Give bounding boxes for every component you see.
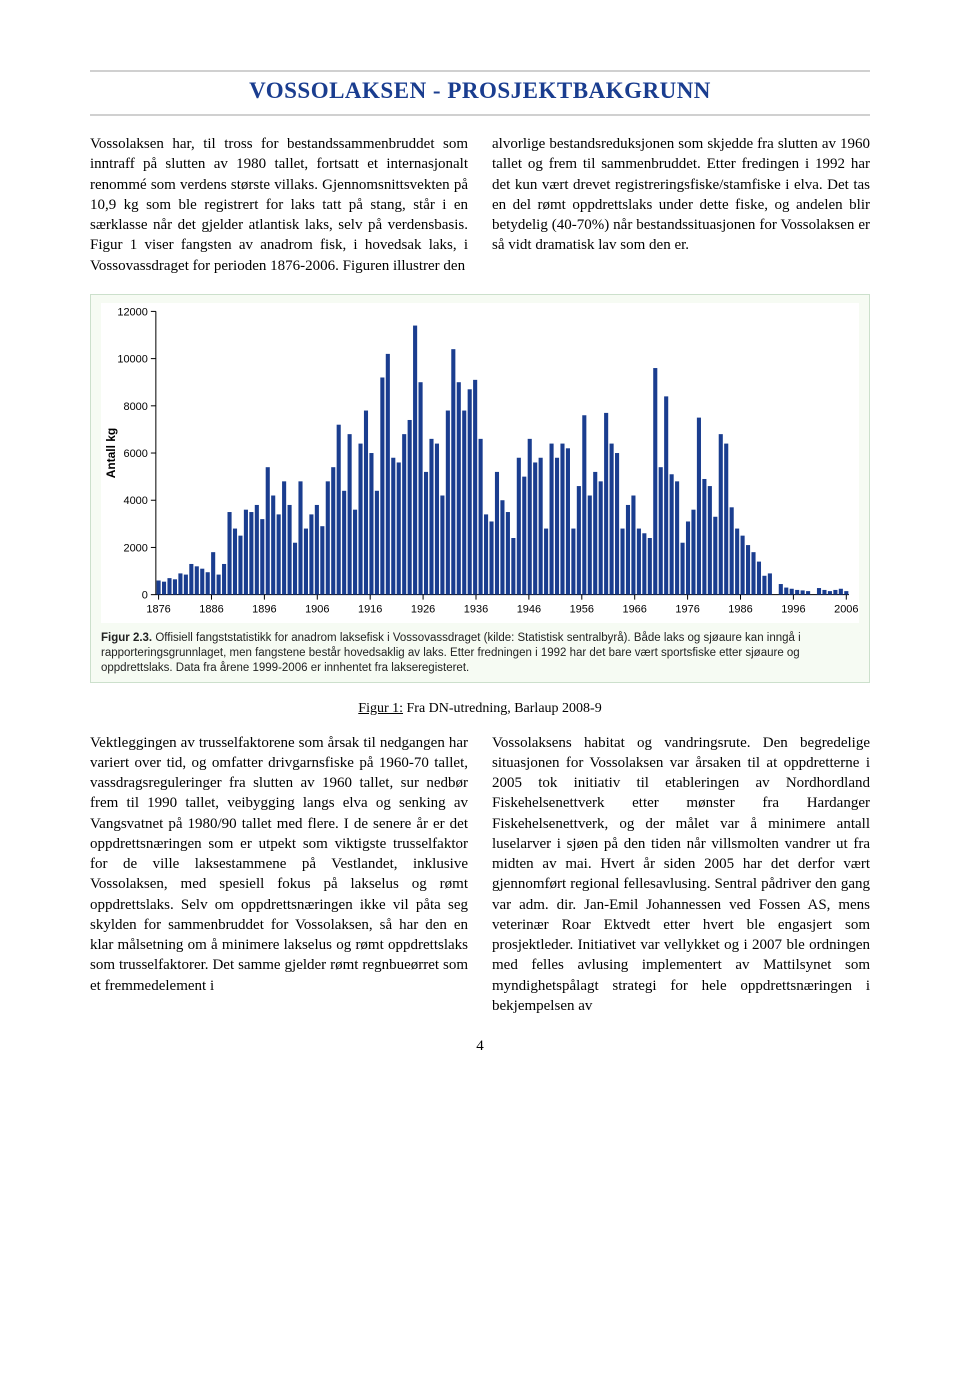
bar-chart: 0 2000 4000 6000 8000 10000 12000 Antall kg 1876…	[101, 303, 859, 623]
intro-left: Vossolaksen har, til tross for bestandss…	[90, 134, 468, 276]
svg-text:4000: 4000	[123, 495, 147, 507]
svg-text:1956: 1956	[570, 603, 594, 615]
svg-text:2006: 2006	[834, 603, 858, 615]
chart-area: 0 2000 4000 6000 8000 10000 12000 Antall kg 1876…	[101, 303, 859, 623]
page-number: 4	[90, 1038, 870, 1055]
svg-text:1906: 1906	[305, 603, 329, 615]
figref-label: Figur 1:	[358, 701, 403, 716]
svg-text:0: 0	[142, 589, 148, 601]
body-columns: Vektleggingen av trusselfaktorene som år…	[90, 733, 870, 1017]
svg-text:8000: 8000	[123, 401, 147, 413]
figure-reference: Figur 1: Fra DN-utredning, Barlaup 2008-…	[90, 701, 870, 717]
intro-columns: Vossolaksen har, til tross for bestandss…	[90, 134, 870, 276]
svg-text:2000: 2000	[123, 542, 147, 554]
svg-text:1976: 1976	[675, 603, 699, 615]
chart-figure-box: 0 2000 4000 6000 8000 10000 12000 Antall kg 1876…	[90, 294, 870, 683]
svg-text:12000: 12000	[117, 306, 148, 318]
svg-text:10000: 10000	[117, 353, 148, 365]
body-left: Vektleggingen av trusselfaktorene som år…	[90, 733, 468, 1017]
chart-caption-label: Figur 2.3.	[101, 632, 152, 644]
svg-text:1916: 1916	[358, 603, 382, 615]
svg-text:1876: 1876	[146, 603, 170, 615]
svg-text:1926: 1926	[411, 603, 435, 615]
svg-text:1886: 1886	[199, 603, 223, 615]
svg-text:1986: 1986	[728, 603, 752, 615]
intro-right: alvorlige bestandsreduksjonen som skjedd…	[492, 134, 870, 276]
svg-text:1946: 1946	[517, 603, 541, 615]
title-banner: VOSSOLAKSEN - PROSJEKTBAKGRUNN	[90, 70, 870, 116]
chart-caption: Figur 2.3. Offisiell fangststatistikk fo…	[101, 631, 859, 676]
svg-text:Antall kg: Antall kg	[104, 428, 118, 478]
svg-text:6000: 6000	[123, 448, 147, 460]
figref-text: Fra DN-utredning, Barlaup 2008-9	[403, 701, 602, 716]
chart-caption-text: Offisiell fangststatistikk for anadrom l…	[101, 632, 801, 674]
svg-text:1966: 1966	[622, 603, 646, 615]
svg-text:1936: 1936	[464, 603, 488, 615]
body-right: Vossolaksens habitat og vandringsrute. D…	[492, 733, 870, 1017]
page-title: VOSSOLAKSEN - PROSJEKTBAKGRUNN	[90, 78, 870, 104]
svg-text:1996: 1996	[781, 603, 805, 615]
svg-text:1896: 1896	[252, 603, 276, 615]
